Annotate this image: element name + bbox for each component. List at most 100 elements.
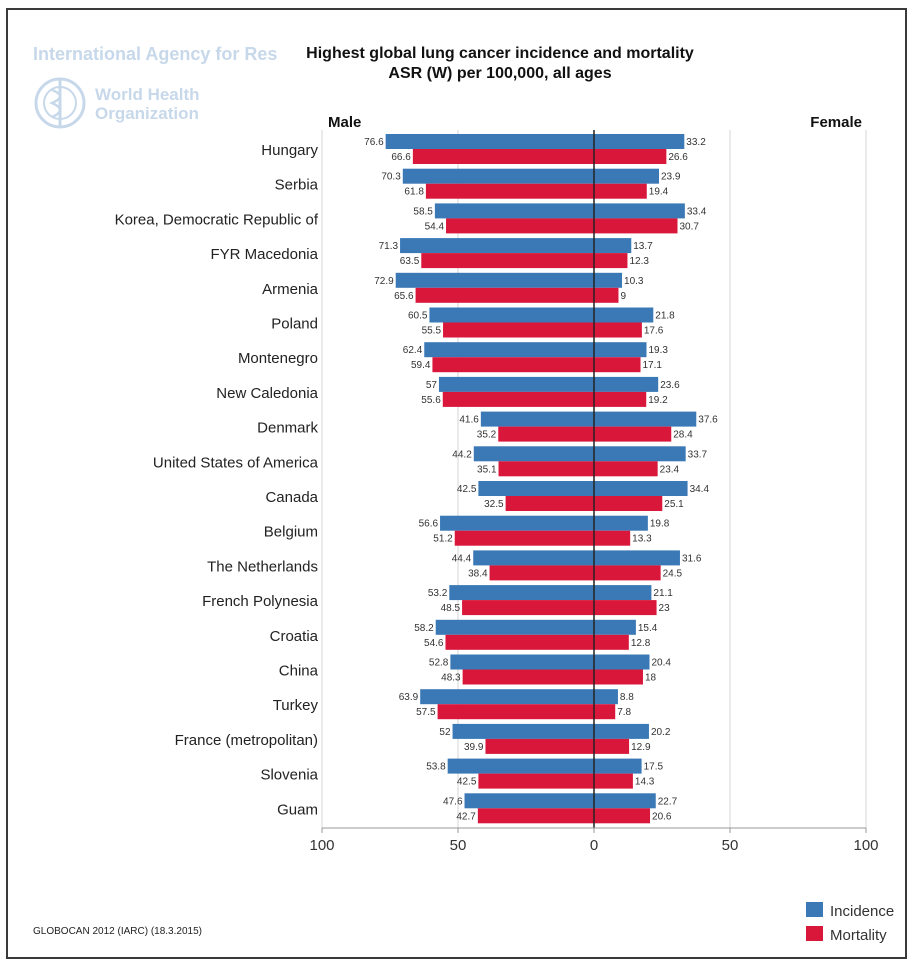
- bar-mortality-female: [594, 149, 667, 164]
- data-label-mortality-male: 65.6: [394, 291, 414, 302]
- category-label: Guam: [277, 801, 318, 818]
- data-label-incidence-female: 34.4: [690, 484, 710, 495]
- male-side-label: Male: [328, 114, 361, 131]
- category-label: New Caledonia: [216, 385, 318, 402]
- category-label: Korea, Democratic Republic of: [115, 211, 319, 228]
- bar-incidence-female: [594, 307, 654, 323]
- data-label-mortality-female: 26.6: [668, 152, 688, 163]
- category-label: Serbia: [275, 177, 319, 194]
- bar-incidence-female: [594, 689, 618, 705]
- bar-mortality-female: [594, 773, 633, 789]
- bar-incidence-female: [594, 272, 623, 288]
- bar-mortality-male: [505, 496, 594, 511]
- data-label-incidence-male: 47.6: [443, 796, 463, 807]
- category-label: Croatia: [270, 628, 319, 645]
- bar-incidence-female: [594, 758, 642, 774]
- bar-mortality-male: [412, 149, 594, 164]
- data-label-incidence-female: 13.7: [633, 241, 653, 252]
- data-label-mortality-male: 59.4: [411, 360, 431, 371]
- bar-mortality-female: [594, 218, 678, 234]
- bar-mortality-female: [594, 738, 630, 754]
- legend-label-mortality: Mortality: [830, 927, 887, 944]
- bar-incidence-male: [420, 689, 594, 705]
- bar-incidence-female: [594, 481, 688, 496]
- data-label-mortality-female: 19.4: [649, 187, 669, 198]
- bar-incidence-male: [385, 134, 594, 149]
- data-label-incidence-male: 76.6: [364, 137, 384, 148]
- bar-mortality-male: [415, 287, 594, 303]
- bar-incidence-male: [424, 342, 594, 358]
- data-label-incidence-female: 22.7: [658, 796, 678, 807]
- bar-mortality-male: [462, 600, 594, 616]
- category-label: Belgium: [264, 524, 318, 541]
- category-label: Slovenia: [260, 767, 318, 784]
- bar-mortality-male: [437, 704, 594, 720]
- bar-incidence-female: [594, 376, 659, 392]
- bar-mortality-male: [477, 808, 594, 824]
- bar-mortality-male: [442, 391, 594, 407]
- x-tick-label: 0: [590, 837, 598, 854]
- bar-incidence-female: [594, 203, 685, 219]
- data-label-incidence-male: 72.9: [374, 276, 394, 287]
- x-tick-label: 50: [450, 837, 467, 854]
- bar-incidence-female: [594, 550, 680, 566]
- data-label-incidence-male: 62.4: [403, 345, 423, 356]
- bar-incidence-female: [594, 342, 647, 358]
- legend-label-incidence: Incidence: [830, 903, 894, 920]
- data-label-incidence-female: 17.5: [644, 762, 664, 773]
- value-labels: 76.6 33.2 66.6 26.6 70.3 23.9 61.8 19.4 58.5 33.4…: [364, 137, 718, 822]
- bar-incidence-female: [594, 619, 636, 635]
- data-label-mortality-female: 17.6: [644, 326, 664, 337]
- data-label-mortality-female: 24.5: [663, 568, 683, 579]
- bar-incidence-male: [435, 619, 594, 635]
- data-label-incidence-female: 23.9: [661, 172, 681, 183]
- bar-mortality-female: [594, 426, 672, 442]
- category-label: Montenegro: [238, 350, 318, 367]
- bar-incidence-male: [449, 585, 594, 601]
- bar-mortality-female: [594, 496, 663, 511]
- data-label-mortality-female: 14.3: [635, 777, 655, 788]
- category-label: China: [279, 663, 319, 680]
- bar-mortality-female: [594, 322, 642, 338]
- bar-incidence-female: [594, 723, 649, 739]
- female-side-label: Female: [810, 114, 862, 131]
- data-label-mortality-female: 12.3: [629, 256, 649, 267]
- x-tick-label: 100: [853, 837, 878, 854]
- bar-incidence-male: [429, 307, 594, 323]
- category-label: Turkey: [273, 697, 319, 714]
- bar-incidence-male: [402, 168, 594, 184]
- bar-incidence-male: [480, 411, 594, 427]
- data-label-incidence-male: 44.2: [452, 449, 472, 460]
- data-label-mortality-female: 28.4: [673, 430, 693, 441]
- watermark-org-line2: Organization: [95, 104, 199, 123]
- data-label-incidence-male: 58.5: [413, 206, 433, 217]
- bar-incidence-male: [447, 758, 594, 774]
- bar-mortality-female: [594, 808, 651, 824]
- data-label-incidence-male: 53.2: [428, 588, 448, 599]
- data-label-mortality-male: 39.9: [464, 742, 484, 753]
- data-label-incidence-female: 19.3: [648, 345, 668, 356]
- data-label-mortality-female: 19.2: [648, 395, 668, 406]
- data-label-mortality-female: 30.7: [680, 221, 700, 232]
- bar-mortality-male: [421, 253, 594, 269]
- bar-incidence-male: [434, 203, 594, 219]
- data-label-mortality-female: 13.3: [632, 534, 652, 545]
- data-label-mortality-female: 12.9: [631, 742, 651, 753]
- bar-incidence-female: [594, 238, 632, 254]
- data-label-incidence-male: 60.5: [408, 311, 428, 322]
- data-label-mortality-female: 9: [620, 291, 626, 302]
- bar-incidence-male: [464, 793, 594, 809]
- bar-mortality-female: [594, 600, 657, 616]
- bar-mortality-female: [594, 183, 647, 199]
- data-label-mortality-male: 61.8: [404, 187, 424, 198]
- bar-mortality-male: [462, 669, 594, 685]
- bar-mortality-female: [594, 565, 661, 581]
- bar-incidence-male: [452, 723, 594, 739]
- data-label-incidence-male: 58.2: [414, 623, 434, 634]
- category-label: Poland: [271, 316, 318, 333]
- data-label-mortality-female: 18: [645, 673, 657, 684]
- bar-mortality-male: [489, 565, 594, 581]
- bar-incidence-male: [438, 376, 594, 392]
- data-label-incidence-female: 19.8: [650, 519, 670, 530]
- x-tick-label: 50: [722, 837, 739, 854]
